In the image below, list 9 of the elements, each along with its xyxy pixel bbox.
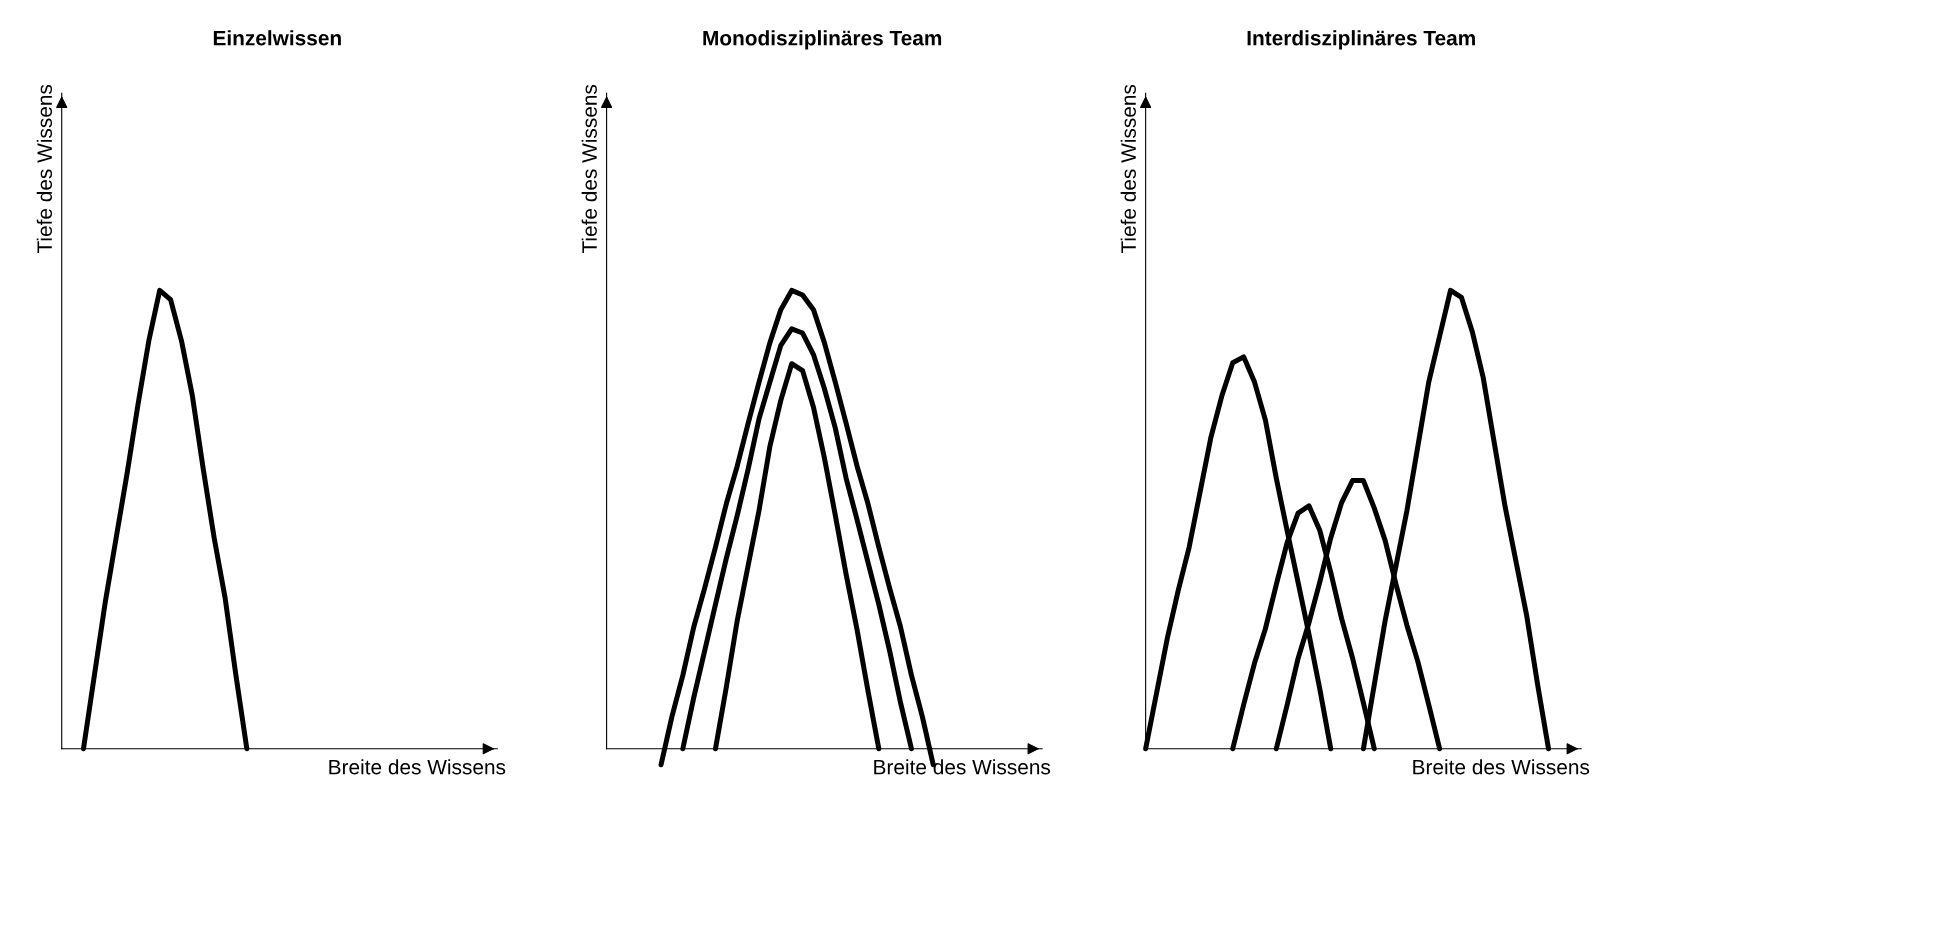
chart-title: Einzelwissen (213, 30, 341, 46)
chart-title: Interdisziplinäres Team (1247, 30, 1475, 50)
x-axis-title: Breite des Wissens (329, 759, 506, 775)
y-axis-title: Tiefe des Wissens (581, 84, 597, 254)
chart-title: Monodisziplinäres Team (703, 30, 942, 50)
y-axis-title: Tiefe des Wissens (36, 84, 53, 254)
x-axis-title: Breite des Wissens (874, 759, 1051, 775)
y-axis-title: Tiefe des Wissens (1120, 84, 1136, 254)
x-axis-title: Breite des Wissens (1413, 759, 1590, 775)
